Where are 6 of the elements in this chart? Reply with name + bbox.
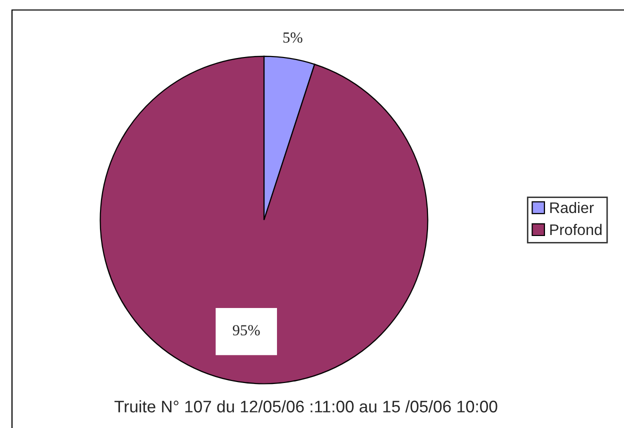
text: Truite N° 107 du 12/05/06 :11:00 au 15 /05/06 10:00 bbox=[114, 400, 498, 412]
legend-label: Radier bbox=[550, 202, 594, 214]
pie-slice bbox=[100, 56, 428, 384]
legend-label: Profond bbox=[550, 224, 602, 236]
data-label: 5% bbox=[283, 32, 302, 43]
data-label: 95% bbox=[232, 325, 260, 336]
